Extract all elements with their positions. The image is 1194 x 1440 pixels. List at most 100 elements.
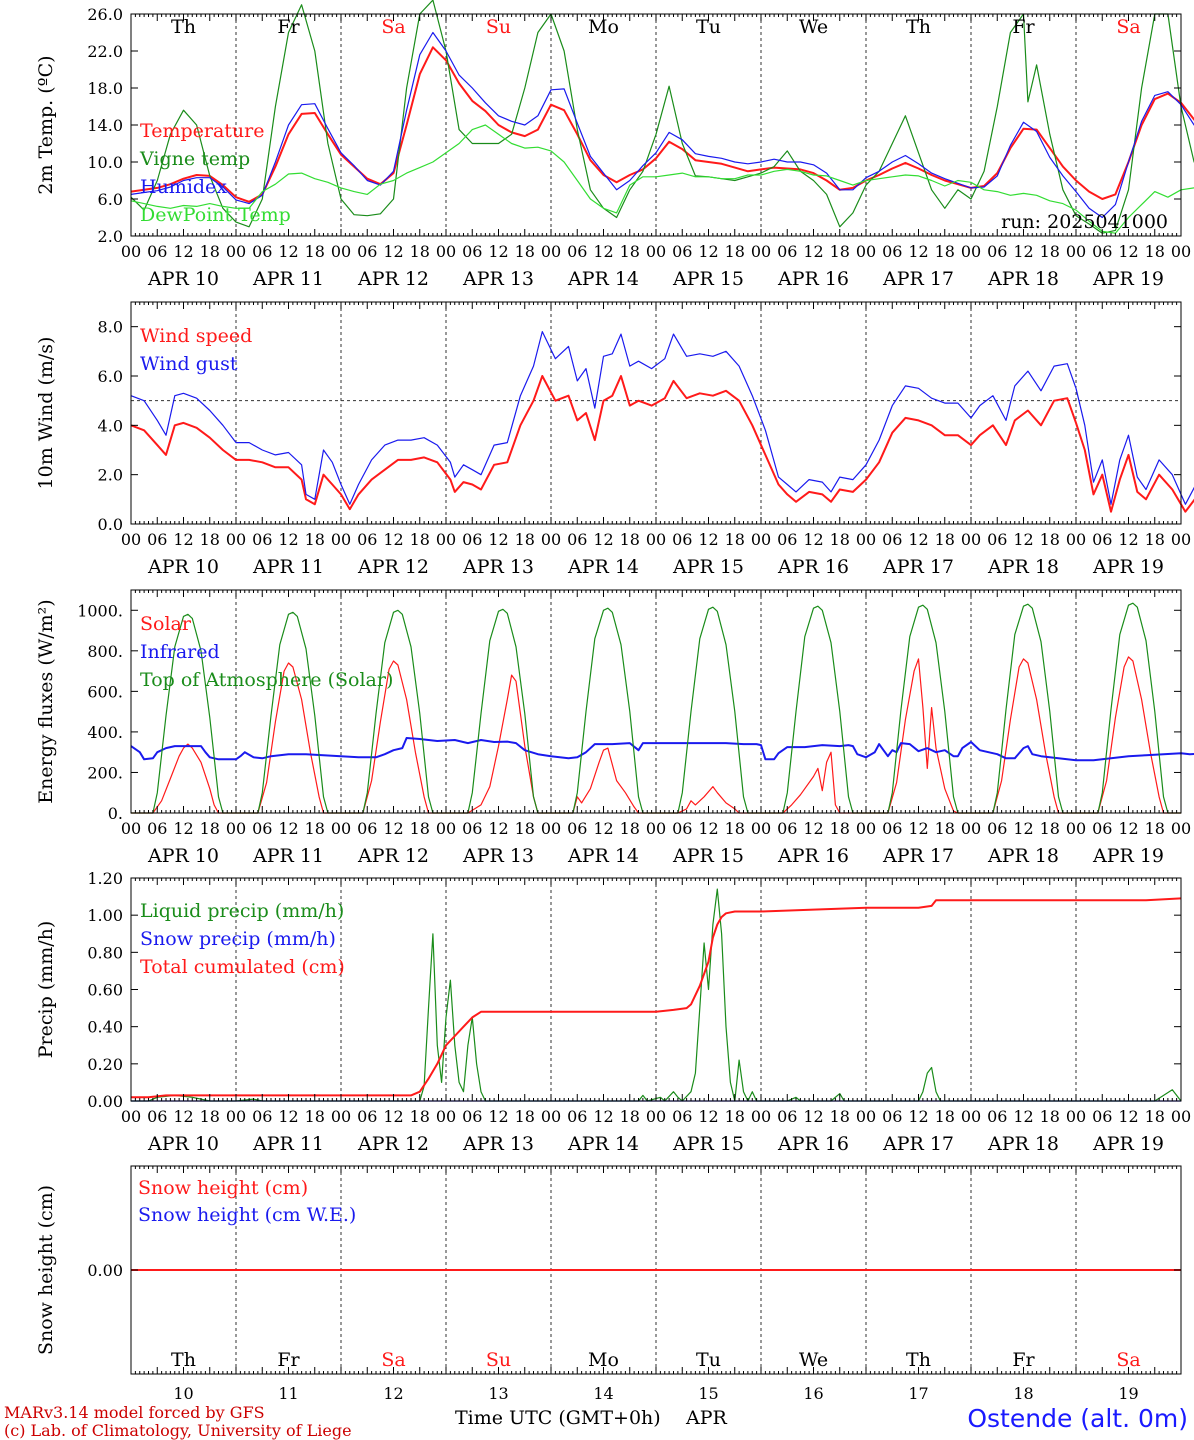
panel-4-legend-entry: Snow precip (mm/h): [140, 928, 336, 950]
panel-4-hour-tick-label: 18: [725, 1107, 745, 1126]
panel-4-hour-tick-label: 12: [488, 1107, 508, 1126]
panel-3-hour-tick-label: 06: [462, 819, 482, 838]
copyright-credit: (c) Lab. of Climatology, University of L…: [4, 1421, 352, 1440]
panel-4-hour-tick-label: 06: [357, 1107, 377, 1126]
panel-1-date-label: APR 13: [462, 268, 534, 290]
panel-1-hour-tick-label: 06: [777, 242, 797, 261]
panel-3-hour-tick-label: 18: [620, 819, 640, 838]
panel-3-hour-tick-label: 12: [593, 819, 613, 838]
series-temperature: [130, 46, 1194, 203]
panel-1-y-tick-label: 2.0: [98, 227, 123, 246]
panel-1-hour-tick-label: 18: [305, 242, 325, 261]
panel-3-hour-tick-label: 00: [226, 819, 246, 838]
panel-1-y-tick-label: 10.0: [87, 153, 123, 172]
panel-1-hour-tick-label: 12: [698, 242, 718, 261]
panel-3-hour-tick-label: 18: [410, 819, 430, 838]
weekday-label-top: Th: [171, 16, 196, 38]
panel-1-hour-tick-label: 00: [646, 242, 666, 261]
panel-1-hour-tick-label: 00: [1066, 242, 1086, 261]
panel-3-hour-tick-label: 18: [305, 819, 325, 838]
panel-1-legend-entry: Humidex: [140, 176, 227, 198]
panel-3-date-label: APR 10: [147, 845, 219, 867]
panel-2-hour-tick-label: 06: [777, 530, 797, 549]
panel-3-hour-tick-label: 00: [1066, 819, 1086, 838]
weekday-label-bottom: Tu: [696, 1349, 721, 1371]
panel-1-date-label: APR 19: [1092, 268, 1164, 290]
panel-4-hour-tick-label: 18: [515, 1107, 535, 1126]
panel-3-legend-entry: Solar: [140, 613, 192, 635]
day-number-label: 13: [488, 1384, 508, 1403]
panel-4-hour-tick-label: 00: [1066, 1107, 1086, 1126]
panel-3-hour-tick-label: 06: [357, 819, 377, 838]
panel-1-hour-tick-label: 12: [278, 242, 298, 261]
panel-4-y-tick-label: 0.40: [87, 1018, 123, 1037]
panel-2-legend-entry: Wind gust: [140, 353, 238, 375]
panel-4-hour-tick-label: 12: [278, 1107, 298, 1126]
panel-4-hour-tick-label: 12: [698, 1107, 718, 1126]
panel-1-hour-tick-label: 12: [803, 242, 823, 261]
panel-3-hour-tick-label: 18: [725, 819, 745, 838]
series-wind-speed: [130, 375, 1194, 513]
panel-3-hour-tick-label: 06: [987, 819, 1007, 838]
weekday-label-bottom: Th: [171, 1349, 196, 1371]
panel-3-hour-tick-label: 06: [777, 819, 797, 838]
panel-3-hour-tick-label: 12: [1013, 819, 1033, 838]
panel-3-hour-tick-label: 18: [200, 819, 220, 838]
panel-4-hour-tick-label: 18: [1040, 1107, 1060, 1126]
panel-2-date-label: APR 18: [987, 556, 1059, 578]
panel-2-hour-tick-label: 12: [803, 530, 823, 549]
panel-3-date-label: APR 14: [567, 845, 639, 867]
panel-1-hour-tick-label: 06: [882, 242, 902, 261]
panel-4-hour-tick-label: 00: [751, 1107, 771, 1126]
panel-3-hour-tick-label: 00: [751, 819, 771, 838]
panel-1-hour-tick-label: 18: [515, 242, 535, 261]
panel-4-hour-tick-label: 18: [935, 1107, 955, 1126]
panel-3-y-axis-title: Energy fluxes (W/m²): [35, 599, 57, 803]
panel-1-hour-tick-label: 18: [200, 242, 220, 261]
panel-4-hour-tick-label: 18: [620, 1107, 640, 1126]
panel-3-hour-tick-label: 00: [1171, 819, 1191, 838]
panel-2-hour-tick-label: 00: [1066, 530, 1086, 549]
panel-4-legend-entry: Total cumulated (cm): [140, 956, 345, 978]
panel-1-hour-tick-label: 12: [1118, 242, 1138, 261]
panel-1-hour-tick-label: 00: [856, 242, 876, 261]
panel-4-hour-tick-label: 00: [1171, 1107, 1191, 1126]
panel-2-date-label: APR 10: [147, 556, 219, 578]
panel-2-date-label: APR 16: [777, 556, 849, 578]
weekday-label-bottom: Sa: [381, 1349, 405, 1371]
panel-4-date-label: APR 15: [672, 1133, 744, 1155]
panel-3-hour-tick-label: 00: [121, 819, 141, 838]
panel-3-legend-entry: Infrared: [140, 641, 220, 663]
panel-4-hour-tick-label: 06: [252, 1107, 272, 1126]
panel-1-hour-tick-label: 18: [935, 242, 955, 261]
panel-3-hour-tick-label: 18: [830, 819, 850, 838]
panel-2-hour-tick-label: 18: [935, 530, 955, 549]
panel-1-date-label: APR 15: [672, 268, 744, 290]
panel-4-date-label: APR 12: [357, 1133, 429, 1155]
panel-2-date-label: APR 17: [882, 556, 954, 578]
weekday-label-bottom: Su: [486, 1349, 511, 1371]
panel-4-legend-entry: Liquid precip (mm/h): [140, 900, 344, 922]
day-number-label: 16: [803, 1384, 823, 1403]
panel-1-hour-tick-label: 12: [593, 242, 613, 261]
model-credit: MARv3.14 model forced by GFS: [4, 1403, 265, 1422]
panel-1-date-label: APR 18: [987, 268, 1059, 290]
panel-1-hour-tick-label: 00: [1171, 242, 1191, 261]
panel-3-hour-tick-label: 06: [672, 819, 692, 838]
panel-2-hour-tick-label: 00: [751, 530, 771, 549]
day-number-label: 12: [383, 1384, 403, 1403]
panel-2-date-label: APR 13: [462, 556, 534, 578]
weekday-label-top: Fr: [277, 16, 300, 38]
panel-3-date-label: APR 12: [357, 845, 429, 867]
panel-3-y-tick-label: 800.: [87, 642, 123, 661]
panel-4-hour-tick-label: 00: [541, 1107, 561, 1126]
panel-1-hour-tick-label: 12: [488, 242, 508, 261]
panel-1-y-tick-label: 22.0: [87, 42, 123, 61]
panel-4-hour-tick-label: 06: [567, 1107, 587, 1126]
panel-2-hour-tick-label: 12: [908, 530, 928, 549]
day-number-label: 15: [698, 1384, 718, 1403]
day-number-label: 11: [278, 1384, 298, 1403]
panel-4-hour-tick-label: 06: [882, 1107, 902, 1126]
grid-layer: [131, 14, 1181, 1374]
